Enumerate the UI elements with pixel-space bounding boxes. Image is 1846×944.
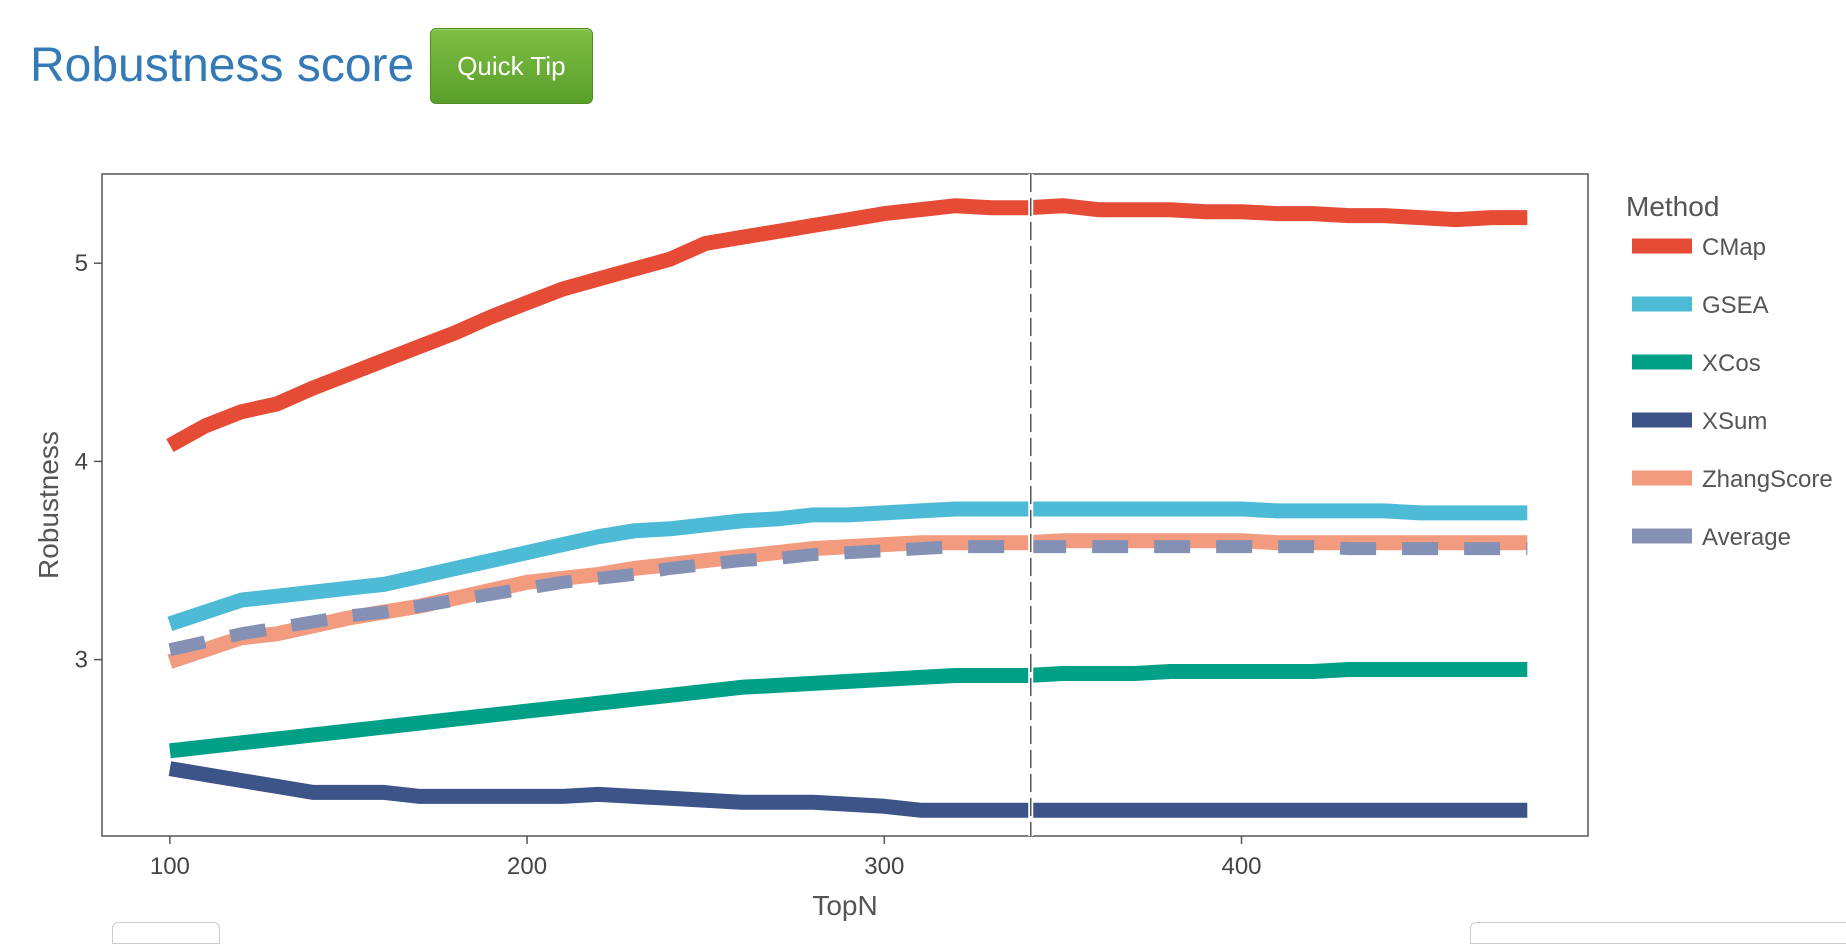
- legend-label-xsum: XSum: [1702, 408, 1767, 435]
- x-tick-label: 100: [150, 853, 190, 880]
- series-line-cmap: [166, 198, 1528, 453]
- page-header: Robustness score Quick Tip: [30, 28, 593, 104]
- y-tick-label: 3: [75, 647, 88, 674]
- bottom-right-panel-edge: [1470, 922, 1846, 944]
- chart-legend: CMap GSEA XCos XSum ZhangScore Average: [1632, 234, 1833, 551]
- legend-label-cmap: CMap: [1702, 234, 1766, 261]
- legend-label-gsea: GSEA: [1702, 292, 1769, 319]
- page-title: Robustness score: [30, 39, 415, 92]
- series-line-xcos: [169, 662, 1528, 759]
- series-line-gsea: [167, 501, 1528, 632]
- y-tick-label: 5: [75, 250, 88, 277]
- legend-label-xcos: XCos: [1702, 350, 1761, 377]
- legend-title: Method: [1626, 191, 1719, 222]
- x-tick-label: 200: [507, 853, 547, 880]
- legend-label-average: Average: [1702, 524, 1791, 551]
- legend-label-zhangscore: ZhangScore: [1702, 466, 1833, 493]
- quick-tip-button[interactable]: Quick Tip: [430, 28, 593, 104]
- series-line-average: [168, 540, 1528, 657]
- series-line-xsum: [168, 761, 1528, 818]
- x-axis-label: TopN: [812, 890, 877, 921]
- x-tick-label: 300: [864, 853, 904, 880]
- y-tick-label: 4: [75, 448, 88, 475]
- chart-marks: 100 200 300 400 3 4 5: [75, 174, 1528, 880]
- y-axis-label: Robustness: [33, 431, 64, 579]
- bottom-left-panel-edge: [112, 922, 220, 944]
- x-tick-label: 400: [1221, 853, 1261, 880]
